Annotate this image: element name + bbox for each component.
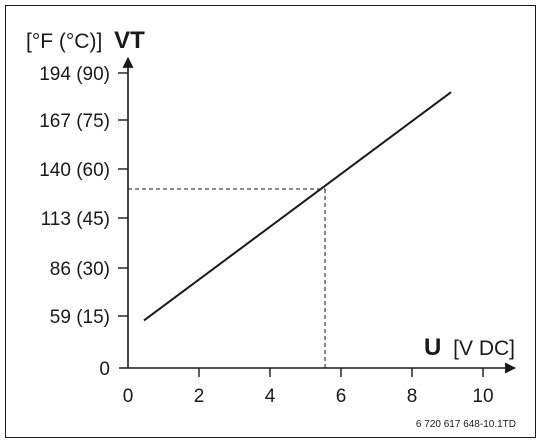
reference-code: 6 720 617 648-10.1TD bbox=[416, 419, 516, 430]
y-axis-title-symbol: VT bbox=[114, 27, 145, 54]
y-tick-label: 194 (90) bbox=[39, 64, 110, 85]
x-tick-label: 0 bbox=[123, 386, 134, 407]
y-tick-label: 167 (75) bbox=[39, 111, 110, 132]
y-tick-label: 140 (60) bbox=[39, 160, 110, 181]
x-tick-label: 4 bbox=[265, 386, 276, 407]
x-tick-label: 10 bbox=[472, 386, 493, 407]
x-axis-title-symbol: U bbox=[424, 334, 441, 361]
y-tick-label: 86 (30) bbox=[50, 259, 110, 280]
x-axis-title-units: [V DC] bbox=[453, 337, 515, 360]
reference-guides bbox=[128, 188, 326, 368]
y-tick-label: 113 (45) bbox=[41, 209, 110, 230]
x-axis-title: U [V DC] bbox=[424, 334, 515, 361]
y-axis-title-units: [°F (°C)] bbox=[26, 30, 102, 53]
y-tick-label: 0 bbox=[99, 359, 110, 380]
x-axis-ticks: 0 2 4 6 8 10 bbox=[123, 368, 494, 407]
y-axis-ticks: 0 59 (15) 86 (30) 113 (45) 140 (60) 167 (75) 1… bbox=[39, 64, 128, 380]
y-tick-label: 59 (15) bbox=[50, 307, 110, 328]
series-line bbox=[143, 91, 452, 322]
series-group bbox=[143, 91, 452, 322]
x-tick-label: 2 bbox=[194, 386, 205, 407]
y-axis-title: [°F (°C)] VT bbox=[26, 27, 145, 54]
x-tick-label: 6 bbox=[336, 386, 347, 407]
chart-frame bbox=[5, 5, 536, 438]
x-tick-label: 8 bbox=[407, 386, 418, 407]
